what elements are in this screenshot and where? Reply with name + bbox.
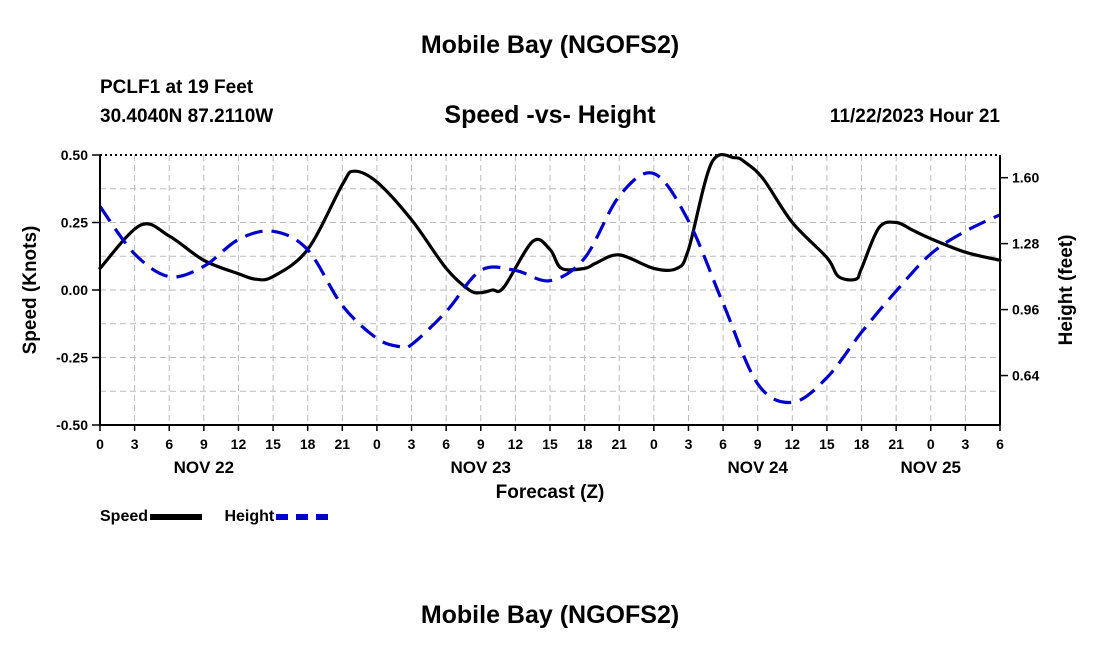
x-tick-label: 9 (477, 436, 485, 452)
x-tick-label: 21 (611, 436, 627, 452)
x-tick-label: 3 (685, 436, 693, 452)
date-label: NOV 24 (727, 458, 788, 477)
x-tick-label: 0 (96, 436, 104, 452)
x-tick-label: 21 (335, 436, 351, 452)
legend-item-speed: Speed (100, 508, 203, 526)
x-tick-label: 15 (265, 436, 281, 452)
legend-speed-swatch (150, 514, 203, 520)
grid (100, 155, 1000, 425)
date-label: NOV 25 (901, 458, 961, 477)
x-tick-label: 0 (373, 436, 381, 452)
x-tick-label: 15 (542, 436, 558, 452)
y2-axis-label: Height (feet) (1056, 235, 1077, 346)
x-tick-label: 12 (508, 436, 524, 452)
x-tick-label: 18 (577, 436, 593, 452)
legend-height-label: Height (224, 508, 275, 525)
x-tick-label: 18 (300, 436, 316, 452)
y-tick-label: -0.50 (56, 417, 88, 433)
x-tick-label: 3 (961, 436, 969, 452)
y2-tick-label: 1.60 (1012, 170, 1039, 186)
axis-labels: Speed (Knots) Height (feet) (20, 226, 1077, 355)
legend-speed-label: Speed (100, 508, 149, 525)
y-axis-label: Speed (Knots) (20, 226, 41, 355)
y2-tick-label: 0.64 (1012, 368, 1039, 384)
y2-tick-label: 0.96 (1012, 302, 1039, 318)
y-tick-label: 0.00 (61, 282, 88, 298)
series-layer (98, 153, 1002, 405)
plot-frame: 0.50 0.25 0.00 -0.25 -0.50 1.60 1.28 0.96 0.64 0 3… (56, 147, 1039, 477)
x-tick-label: 3 (131, 436, 139, 452)
y-tick-label: 0.25 (61, 215, 88, 231)
footer-title: Mobile Bay (NGOFS2) (420, 601, 680, 629)
x-tick-label: 3 (408, 436, 416, 452)
x-tick-label: 21 (888, 436, 904, 452)
series-line-speed (98, 153, 1002, 295)
x-tick-label: 0 (927, 436, 935, 452)
x-tick-label: 6 (165, 436, 173, 452)
x-tick-label: 12 (785, 436, 801, 452)
x-tick-label: 0 (650, 436, 658, 452)
station-label: PCLF1 at 19 Feet (100, 77, 254, 98)
chart-subtitle: Speed -vs- Height (444, 101, 656, 129)
series-line-height (98, 171, 1001, 405)
x-tick-label: 12 (231, 436, 247, 452)
x-tick-label: 6 (996, 436, 1004, 452)
legend: Speed Height (100, 508, 346, 526)
x-axis-label: Forecast (Z) (495, 482, 605, 503)
coordinates-label: 30.4040N 87.2110W (100, 106, 274, 127)
date-label: NOV 23 (451, 458, 511, 477)
y2-tick-label: 1.28 (1012, 236, 1039, 252)
x-tick-label: 18 (854, 436, 870, 452)
chart-title: Mobile Bay (NGOFS2) (420, 31, 680, 59)
x-tick-label: 6 (442, 436, 450, 452)
y-tick-label: 0.50 (61, 147, 88, 163)
x-tick-label: 15 (819, 436, 835, 452)
x-tick-label: 9 (754, 436, 762, 452)
x-tick-label: 9 (200, 436, 208, 452)
legend-item-height: Height (224, 508, 329, 526)
date-label: NOV 22 (174, 458, 234, 477)
x-tick-label: 6 (719, 436, 727, 452)
legend-height-swatch (276, 514, 329, 520)
y-tick-label: -0.25 (56, 350, 88, 366)
forecast-datetime: 11/22/2023 Hour 21 (829, 106, 1000, 127)
